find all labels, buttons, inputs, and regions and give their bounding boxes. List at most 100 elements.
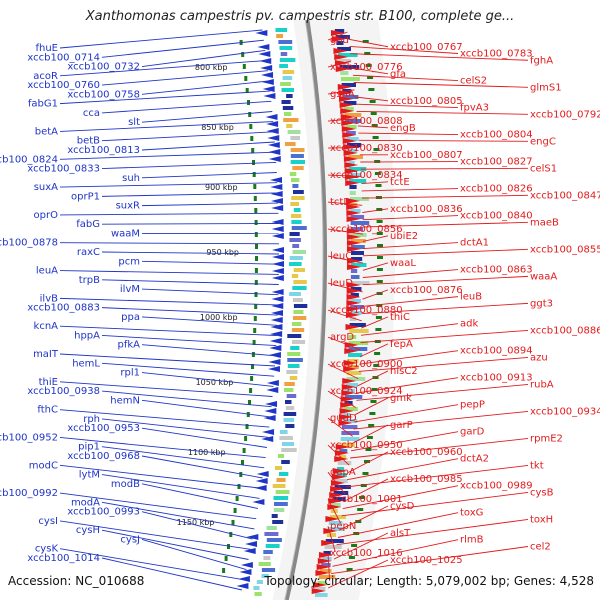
label-leader-forward — [327, 89, 355, 95]
feature-block — [344, 107, 354, 111]
ruler-tick — [374, 352, 381, 355]
feature-block — [276, 478, 286, 482]
feature-block — [289, 262, 302, 266]
ruler-label: 1100 kbp — [188, 448, 226, 457]
gene-label-forward: xccb100_0807 — [390, 150, 463, 161]
ruler-tick — [242, 64, 246, 69]
label-leader-forward — [360, 329, 529, 343]
label-leader-forward — [356, 383, 529, 401]
feature-block — [286, 94, 293, 98]
forward-gene-arrow — [346, 246, 361, 252]
feature-block — [349, 179, 367, 183]
label-leader-reverse — [59, 121, 274, 132]
reverse-gene-arrow — [271, 205, 284, 211]
gene-label-reverse: suxA — [34, 182, 58, 193]
gene-label-reverse: xccb100_0968 — [67, 451, 140, 462]
feature-block — [340, 71, 349, 75]
gene-label-reverse: xccb100_0760 — [27, 80, 100, 91]
label-leader-reverse — [59, 60, 267, 77]
feature-block — [351, 257, 363, 261]
ruler-tick — [367, 76, 374, 79]
gene-label-forward: fghA — [530, 55, 553, 66]
label-leader-forward — [350, 53, 529, 61]
label-leader-reverse — [141, 49, 266, 67]
ruler-tick — [376, 304, 383, 307]
gene-label-forward: gudD — [330, 413, 357, 424]
gene-label-forward: leuD — [330, 278, 353, 289]
gene-label-forward: xccb100_0767 — [390, 42, 463, 53]
feature-block — [343, 101, 357, 105]
feature-block — [351, 263, 367, 267]
reverse-gene-arrow — [255, 478, 268, 484]
gene-label-forward: xccb100_0950 — [330, 440, 403, 451]
gene-label-reverse: ilvB — [40, 293, 58, 304]
forward-gene-arrow — [343, 360, 358, 366]
ruler-tick — [368, 88, 375, 91]
label-leader-reverse — [141, 511, 253, 540]
features-layer — [236, 28, 370, 597]
gene-label-forward: ggt3 — [530, 298, 553, 309]
gene-label-reverse: xccb100_0953 — [67, 423, 140, 434]
feature-block — [351, 245, 365, 249]
forward-gene-arrow — [328, 498, 343, 504]
reverse-gene-arrow — [271, 254, 284, 260]
label-leader-forward — [327, 309, 362, 322]
feature-block — [275, 466, 282, 470]
feature-block — [347, 143, 362, 147]
genome-stats-label: Topology: circular; Length: 5,079,002 bp… — [264, 574, 594, 588]
feature-block — [287, 364, 300, 368]
forward-gene-arrow — [340, 108, 355, 114]
ruler-tick — [242, 448, 246, 453]
forward-gene-arrow — [342, 138, 357, 144]
feature-block — [285, 142, 296, 146]
forward-gene-arrow — [342, 132, 357, 138]
feature-block — [283, 412, 297, 416]
label-leader-reverse — [101, 192, 278, 197]
reverse-gene-arrow — [267, 135, 280, 141]
gene-label-reverse: maIT — [33, 349, 59, 360]
feature-block — [289, 376, 298, 380]
forward-gene-arrow — [331, 36, 346, 42]
feature-block — [279, 58, 296, 62]
gene-label-reverse: thiE — [39, 377, 58, 388]
reverse-gene-arrow — [263, 415, 276, 421]
gene-label-forward: xccb100_0913 — [460, 373, 533, 384]
feature-block — [265, 544, 280, 548]
reverse-gene-arrow — [243, 548, 256, 554]
reverse-gene-arrow — [266, 380, 279, 386]
label-leader-forward — [353, 82, 529, 88]
reverse-gene-arrow — [271, 296, 284, 302]
label-leader-forward — [362, 275, 529, 286]
gene-label-forward: xccb100_0836 — [390, 204, 463, 215]
reverse-gene-arrow — [271, 219, 284, 225]
feature-block — [283, 418, 295, 422]
label-leader-forward — [354, 397, 389, 416]
label-leader-forward — [358, 139, 529, 142]
label-leader-forward — [357, 370, 389, 387]
label-leader-forward — [362, 262, 389, 271]
ruler-tick — [348, 556, 355, 559]
label-leader-reverse — [101, 390, 272, 408]
gene-label-reverse: xccb100_0992 — [0, 488, 58, 499]
feature-block — [256, 580, 263, 584]
feature-block — [324, 545, 342, 549]
reverse-gene-arrow — [246, 534, 259, 540]
gene-label-reverse: trpB — [79, 275, 100, 286]
ruler-tick — [251, 148, 255, 153]
ruler-tick — [376, 232, 383, 235]
label-leader-forward — [360, 323, 459, 336]
label-leader-forward — [357, 125, 389, 129]
ruler-tick — [370, 400, 377, 403]
feature-block — [279, 64, 288, 68]
gene-label-reverse: raxC — [77, 247, 100, 258]
ruler-tick — [377, 244, 383, 247]
gene-label-forward: glmS1 — [530, 82, 562, 93]
gene-label-forward: fepA — [390, 339, 413, 350]
feature-block — [334, 485, 351, 489]
label-leader-reverse — [141, 455, 263, 479]
reverse-gene-arrow — [252, 499, 265, 505]
label-leader-forward — [362, 289, 389, 300]
feature-block — [273, 508, 285, 512]
label-leader-forward — [361, 316, 389, 329]
gene-label-reverse: xccb100_0758 — [67, 89, 140, 100]
